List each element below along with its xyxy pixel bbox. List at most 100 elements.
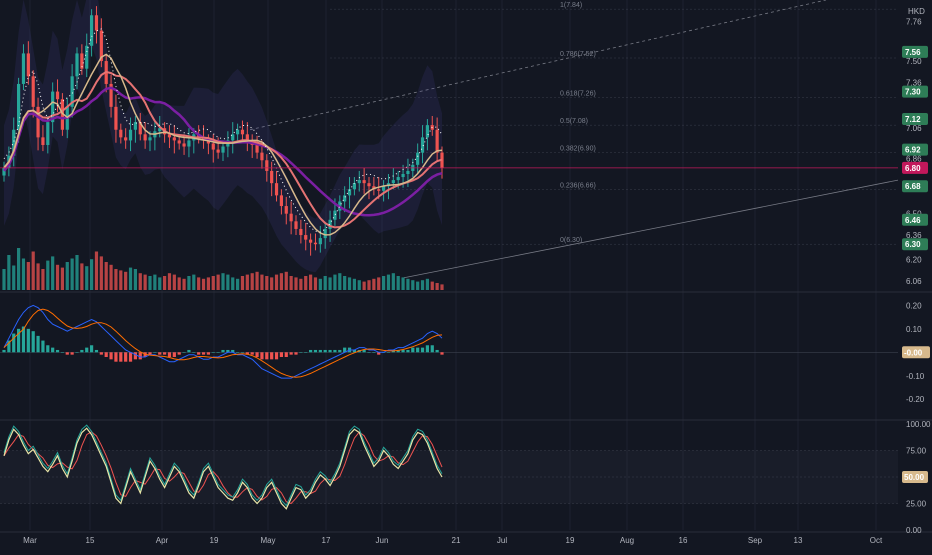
macd-histogram-bar: [255, 352, 259, 357]
volume-bar: [206, 277, 210, 290]
volume-bar: [425, 278, 429, 290]
macd-tick-label: -0.10: [906, 372, 925, 381]
macd-histogram-bar: [197, 352, 201, 355]
macd-histogram-bar: [401, 349, 405, 353]
volume-bar: [406, 278, 410, 290]
x-tick-label: 19: [210, 536, 219, 545]
macd-histogram-bar: [289, 352, 293, 355]
candle-body: [124, 137, 128, 141]
macd-histogram-bar: [333, 349, 337, 353]
volume-bar: [294, 277, 298, 290]
volume-bar: [309, 274, 313, 290]
price-tag: [902, 213, 928, 226]
x-tick-label: 15: [86, 536, 95, 545]
macd-histogram-bar: [279, 352, 283, 357]
volume-bar: [284, 271, 288, 290]
candle-body: [260, 152, 264, 161]
macd-histogram-bar: [167, 352, 172, 357]
volume-bar: [2, 269, 6, 290]
candle-body: [313, 242, 318, 245]
price-panel: 1(7.84) 0.786(7.52) 0.618(7.26) 0.5(7.08) 0.…: [0, 0, 899, 290]
volume-bar: [75, 255, 79, 290]
candle-body: [70, 76, 74, 107]
price-tag-label: 6.80: [905, 164, 921, 173]
macd-histogram-bar: [343, 347, 347, 353]
macd-histogram-bar: [36, 335, 40, 353]
price-tag: [902, 45, 928, 58]
candle-body: [289, 213, 293, 222]
candle-body: [60, 99, 64, 130]
candle-body: [231, 134, 235, 141]
candle-body: [2, 167, 6, 176]
macd-histogram-bar: [318, 349, 322, 353]
volume-bar: [240, 276, 245, 290]
fib-label: 0.786(7.52): [560, 51, 596, 58]
fib-label: 0.5(7.08): [560, 118, 588, 125]
candle-body: [90, 15, 94, 46]
volume-bar: [401, 277, 405, 290]
candle-body: [367, 183, 371, 187]
macd-histogram-bar: [153, 352, 157, 353]
x-tick-label: Sep: [748, 536, 763, 545]
price-tick-label: 7.76: [906, 17, 922, 26]
macd-histogram-bar: [60, 352, 64, 353]
volume-bar: [124, 271, 128, 290]
macd-histogram-bar: [94, 349, 99, 353]
price-tick-label: 6.36: [906, 231, 922, 240]
macd-histogram-bar: [138, 352, 142, 360]
trend-line-upper: [249, 0, 827, 131]
volume-bar: [338, 273, 342, 290]
volume-bar: [197, 277, 201, 290]
volume-bar: [51, 256, 55, 290]
candle-body: [352, 183, 356, 190]
volume-bar: [328, 277, 332, 290]
macd-histogram-bar: [128, 352, 133, 362]
volume-bar: [367, 280, 371, 290]
macd-histogram-bar: [416, 347, 420, 353]
candle-body: [211, 143, 215, 150]
volume-bar: [158, 277, 162, 290]
volume-bar: [201, 278, 206, 290]
candle-body: [187, 140, 191, 147]
macd-histogram-bar: [187, 349, 191, 353]
volume-bar: [343, 276, 347, 290]
stoch-panel: [0, 424, 898, 510]
macd-histogram-bar: [245, 352, 249, 355]
volume-bar: [41, 269, 45, 290]
candle-body: [31, 76, 35, 107]
volume-bar: [109, 264, 113, 290]
candle-body: [323, 228, 327, 239]
price-tag: [902, 161, 928, 174]
candle-body: [94, 15, 99, 31]
stoch-tick-label: 100.00: [906, 420, 931, 429]
volume-bar: [133, 269, 137, 290]
volume-bar: [153, 274, 157, 290]
trend-line-lower: [403, 179, 899, 279]
volume-bar: [396, 276, 400, 290]
macd-signal-line: [3, 308, 443, 378]
candle-body: [182, 143, 186, 147]
macd-histogram-bar: [386, 352, 391, 353]
candle-body: [284, 206, 288, 214]
macd-histogram-bar: [41, 340, 45, 353]
macd-tick-label: -0.20: [906, 395, 925, 404]
volume-bar: [211, 276, 215, 290]
price-tag-label: 7.30: [905, 88, 921, 97]
volume-bar: [416, 281, 420, 290]
currency-label: HKD: [908, 7, 925, 16]
macd-histogram-bar: [231, 349, 235, 353]
stoch-value-tag: [902, 471, 928, 483]
candle-body: [216, 149, 220, 153]
macd-line: [3, 304, 443, 379]
macd-histogram-bar: [85, 347, 89, 353]
volume-bar: [347, 277, 352, 290]
price-tick-label: 7.06: [906, 124, 922, 133]
price-tag-label: 7.12: [905, 115, 921, 124]
macd-histogram-bar: [250, 352, 254, 355]
volume-bar: [352, 278, 356, 290]
stoch-d-line: [3, 431, 443, 505]
macd-histogram-bar: [192, 352, 196, 353]
macd-histogram-bar: [440, 352, 444, 355]
